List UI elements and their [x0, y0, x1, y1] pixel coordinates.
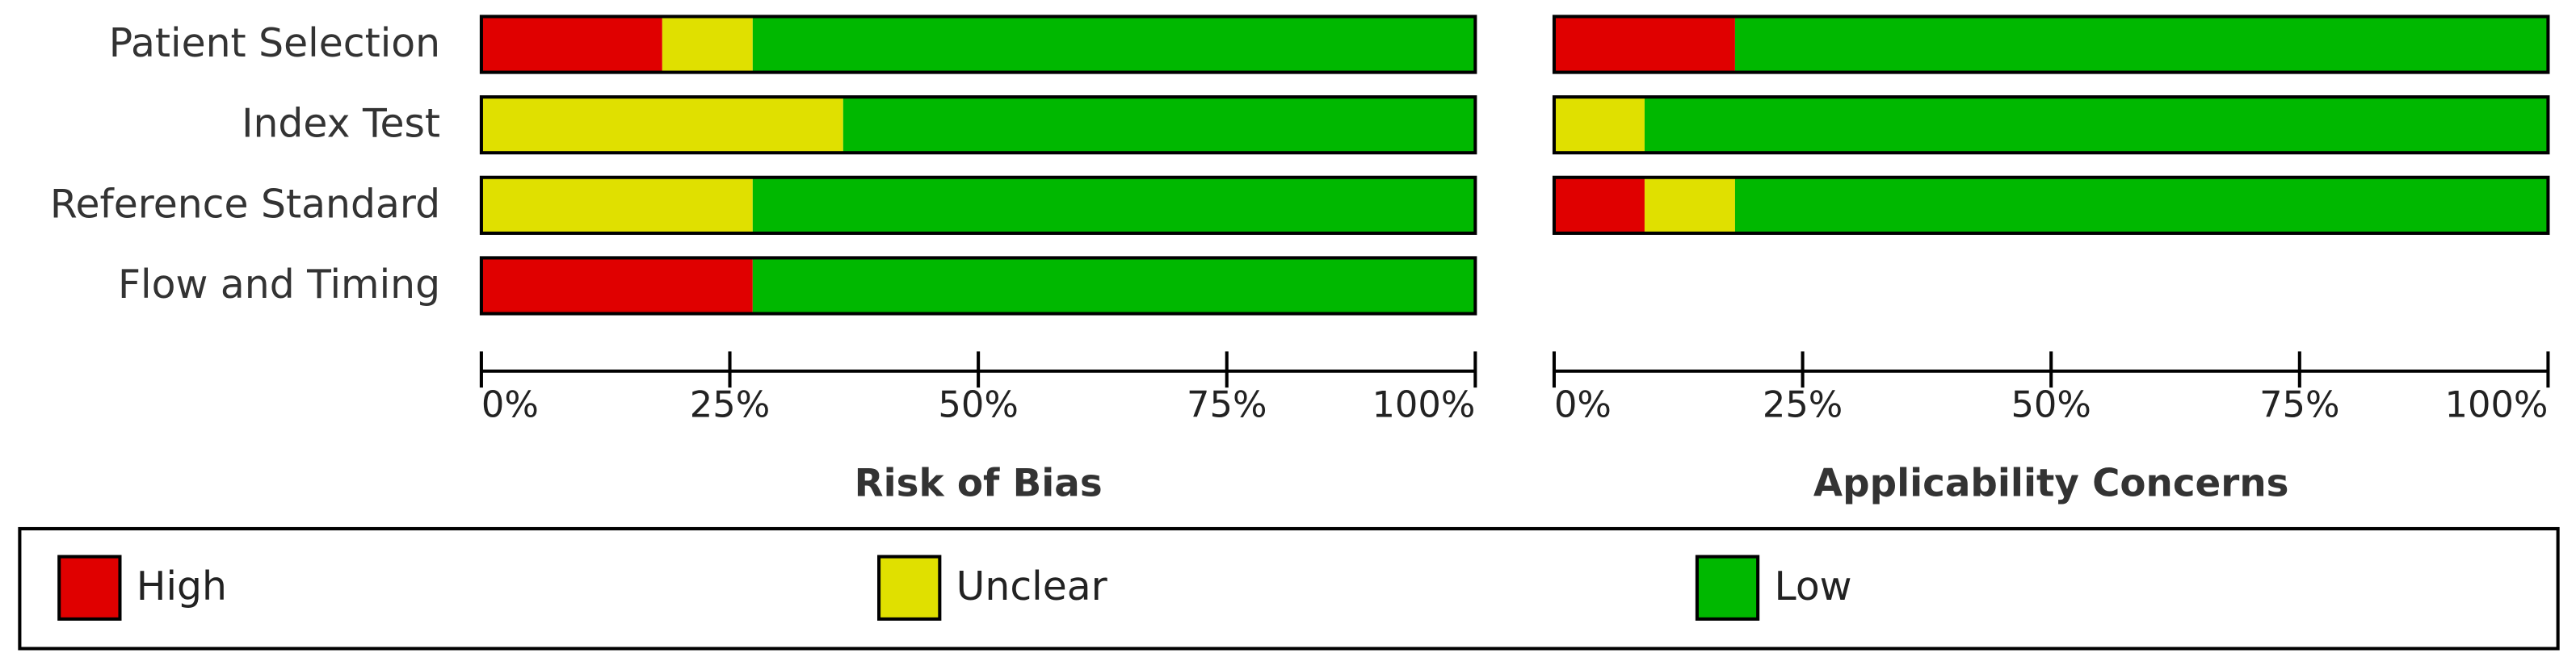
x-tick-label: 50%	[2011, 383, 2091, 425]
x-tick-label: 0%	[1554, 383, 1612, 425]
bar-segment	[1644, 177, 1735, 233]
bar-segment	[481, 258, 753, 314]
x-tick-label: 25%	[690, 383, 770, 425]
x-axis-title: Applicability Concerns	[1813, 463, 2289, 506]
legend-label: Unclear	[956, 563, 1108, 609]
bar-outline	[479, 95, 1477, 155]
bar-segment	[1553, 97, 1645, 153]
bar-outline	[479, 175, 1477, 235]
category-label: Patient Selection	[109, 20, 440, 66]
bar-segment	[843, 97, 1476, 153]
legend-label: High	[137, 563, 227, 609]
bar-outline	[1552, 95, 2550, 155]
bar-outline	[479, 15, 1477, 74]
bar-outline	[1552, 15, 2550, 74]
category-label: Index Test	[242, 101, 440, 147]
bar-segment	[752, 258, 1476, 314]
bar-segment	[752, 177, 1476, 233]
x-tick-label: 75%	[1187, 383, 1267, 425]
bar-segment	[662, 16, 753, 73]
x-tick-label: 25%	[1763, 383, 1843, 425]
legend-swatch	[57, 555, 122, 621]
bar-outline	[479, 256, 1477, 316]
bar-segment	[481, 177, 753, 233]
x-tick-label: 100%	[1372, 383, 1475, 425]
x-tick-label: 50%	[938, 383, 1018, 425]
x-tick-label: 75%	[2259, 383, 2339, 425]
x-tick-label: 0%	[481, 383, 539, 425]
bar-segment	[1644, 97, 2549, 153]
bar-segment	[1553, 16, 1735, 73]
bar-segment	[1734, 16, 2549, 73]
bar-outline	[1552, 175, 2550, 235]
legend-swatch	[877, 555, 942, 621]
bar-segment	[481, 16, 662, 73]
category-label: Reference Standard	[50, 181, 440, 227]
category-label: Flow and Timing	[118, 262, 440, 308]
legend-swatch	[1695, 555, 1760, 621]
legend-box	[18, 526, 2560, 651]
bar-segment	[1734, 177, 2549, 233]
x-tick-label: 100%	[2445, 383, 2549, 425]
bar-segment	[752, 16, 1476, 73]
bar-segment	[481, 97, 843, 153]
x-axis-title: Risk of Bias	[855, 463, 1103, 506]
bar-segment	[1553, 177, 1645, 233]
legend-label: Low	[1775, 563, 1852, 609]
